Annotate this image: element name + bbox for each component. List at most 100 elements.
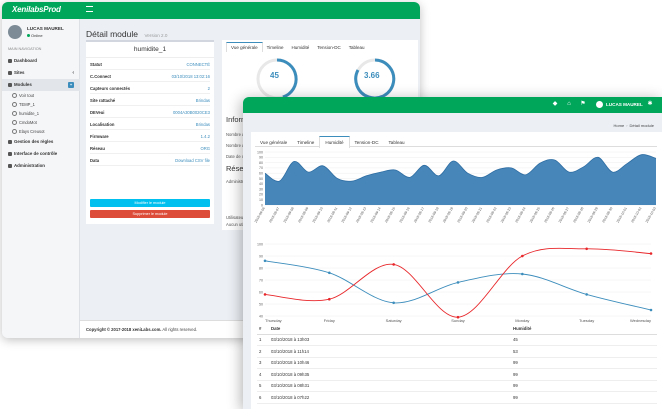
series-point-0: [585, 293, 588, 296]
module-card: humidite_1 Statut CONNECTÉ C.Connect 03/10/…: [86, 40, 214, 224]
sidebar-item-sites[interactable]: Sites ‹: [2, 67, 80, 79]
module-name: humidite_1: [86, 42, 214, 58]
gauge-fill: [354, 58, 396, 100]
submenu-item-voir-tout[interactable]: Voir tout: [2, 91, 80, 100]
overview-tabs: Vue générale Timeline Humidité Tension-DC Ta…: [226, 42, 369, 52]
module-field-label: C.Connect: [90, 74, 111, 79]
table-row: 2 03/10/2018 à 11h14 53: [257, 345, 657, 358]
delete-module-button[interactable]: Supprimer le module: [90, 210, 210, 218]
module-field-row: DEVeui 0004A30B0020CE3: [90, 106, 210, 118]
column-header-date[interactable]: Date: [269, 324, 511, 335]
column-header-index[interactable]: #: [257, 324, 269, 335]
top-navbar: ◆ ⌂ ⚑ LUCAS MAUREL ✱: [243, 97, 662, 113]
sidebar-item-admin[interactable]: Administration: [2, 160, 80, 172]
x-tick-label: 2018-10-03: [645, 206, 657, 223]
submenu-item-humidite[interactable]: humidite_1: [2, 109, 80, 118]
x-tick-label: Wednesday: [630, 318, 651, 323]
submenu-item-cmdomot[interactable]: CmdoMot: [2, 118, 80, 127]
series-point-0: [263, 259, 267, 263]
module-field-row: Localisation Brindas: [90, 118, 210, 130]
module-field-value: 1.4.2: [200, 134, 210, 139]
column-header-humidity[interactable]: Humidité: [511, 324, 657, 335]
module-field-value: CONNECTÉ: [186, 62, 211, 67]
x-tick-label: 2018-09-14: [370, 206, 382, 223]
y-tick-label: 50: [259, 177, 263, 181]
sidebar-toggle-icon[interactable]: [86, 6, 93, 12]
module-field-value: Brindas: [195, 98, 210, 103]
module-field-row: C.Connect 03/10/2018 13:02:16: [90, 70, 210, 82]
reseau-title: Réseau: [226, 164, 252, 173]
submenu-item-elays[interactable]: Elays Creusot: [2, 127, 80, 136]
detail-tabs: Vue générale Timeline Humidité Tension-DC Ta…: [255, 136, 657, 148]
modules-icon: [8, 82, 12, 87]
user-status: Online: [27, 33, 43, 38]
tab-timeline[interactable]: Timeline: [266, 45, 284, 50]
series-point-0: [392, 301, 395, 305]
x-tick-label: 2018-09-24: [514, 206, 526, 223]
page-title: Détail module: [86, 29, 138, 39]
user-status-label: Online: [31, 33, 43, 38]
tab-vue-generale[interactable]: Vue générale: [226, 42, 263, 52]
tab-vue-generale[interactable]: Vue générale: [260, 140, 288, 145]
notification-icon[interactable]: ◆: [552, 101, 558, 107]
module-field-label: Localisation: [90, 122, 115, 127]
edit-module-button[interactable]: Modifier le module: [90, 199, 210, 207]
table-body: 1 03/10/2018 à 13h03 45 2 03/10/2018 à 11h14…: [257, 334, 657, 404]
tab-tension-dc[interactable]: Tension-DC: [317, 45, 341, 50]
breadcrumb-home[interactable]: Home: [613, 123, 625, 128]
cell-humidity: 99: [511, 357, 657, 369]
y-tick-label: 40: [259, 182, 263, 186]
x-tick-label: 2018-10-02: [630, 206, 642, 223]
series-point-0: [456, 281, 460, 284]
cell-date: 03/10/2018 à 09h35: [269, 368, 511, 381]
page-header: Détail module Version 2.0: [86, 24, 167, 42]
sidebar: LUCAS MAUREL Online MAIN NAVIGATION Dash…: [2, 19, 80, 338]
x-tick-label: 2018-09-11: [326, 206, 338, 223]
avatar[interactable]: [596, 101, 603, 108]
y-tick-label: 10: [259, 198, 263, 202]
x-tick-label: 2018-09-10: [312, 206, 324, 223]
sidebar-item-control[interactable]: Interface de contrôle: [2, 148, 80, 160]
tab-tableau[interactable]: Tableau: [388, 140, 405, 145]
module-field-label: Site rattaché: [90, 98, 116, 103]
sidebar-item-modules[interactable]: Modules +: [2, 79, 80, 91]
add-icon[interactable]: +: [68, 82, 74, 88]
x-tick-label: 2018-09-17: [413, 206, 425, 223]
module-field-row: Data Download CSV file: [90, 154, 210, 166]
tab-tension-dc[interactable]: Tension-DC: [354, 140, 379, 145]
cell-date: 03/10/2018 à 07h22: [269, 391, 511, 404]
x-tick-label: 2018-09-15: [384, 206, 396, 223]
cell-humidity: 99: [511, 380, 657, 392]
sidebar-item-rules[interactable]: Gestion des règles: [2, 136, 80, 148]
home-icon[interactable]: ⌂: [567, 101, 571, 107]
settings-icon[interactable]: ✱: [647, 101, 653, 107]
submenu-item-temp[interactable]: TEMP_1: [2, 100, 80, 109]
module-field-value[interactable]: Download CSV file: [175, 158, 210, 163]
tab-humidite[interactable]: Humidité: [319, 136, 350, 148]
table-row: 3 03/10/2018 à 10h46 99: [257, 357, 657, 369]
series-point-0: [649, 308, 653, 312]
dashboard-icon: [8, 58, 12, 63]
breadcrumb-separator-icon: ›: [626, 123, 628, 128]
y-tick-label: 40: [259, 314, 263, 318]
x-tick-label: 2018-09-25: [529, 206, 541, 223]
table-row: 6 03/10/2018 à 07h22 99: [257, 391, 657, 404]
tab-timeline[interactable]: Timeline: [297, 140, 315, 145]
user-name[interactable]: LUCAS MAUREL: [606, 102, 643, 107]
sidebar-item-label: Sites: [14, 70, 25, 75]
module-field-row: Réseau ORG: [90, 142, 210, 154]
cell-index: 4: [257, 368, 269, 381]
sidebar-item-label: Modules: [14, 82, 32, 87]
cell-humidity: 99: [511, 391, 657, 404]
tab-tableau[interactable]: Tableau: [348, 45, 365, 50]
flag-icon[interactable]: ⚑: [580, 101, 586, 107]
brand-logo[interactable]: XenilabsProd: [12, 5, 61, 14]
series-point-1: [521, 254, 524, 258]
detail-panel: Vue générale Timeline Humidité Tension-DC Ta…: [251, 132, 662, 409]
sidebar-item-label: Interface de contrôle: [14, 151, 58, 156]
cell-humidity: 45: [511, 334, 657, 346]
sidebar-item-dashboard[interactable]: Dashboard: [2, 55, 80, 67]
gear-icon: [8, 163, 12, 168]
module-field-label: Data: [90, 158, 100, 163]
tab-humidite[interactable]: Humidité: [291, 45, 310, 50]
